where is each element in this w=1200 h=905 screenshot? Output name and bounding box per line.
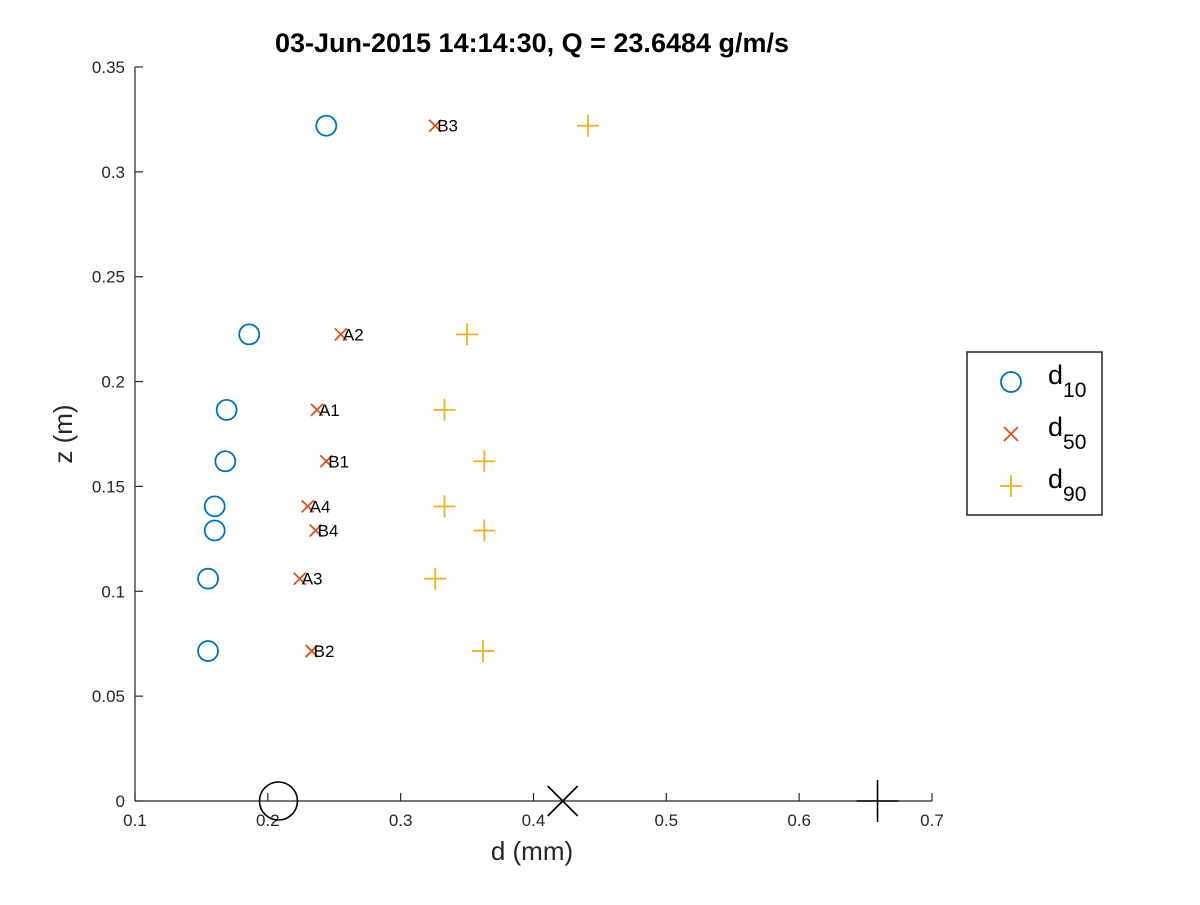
legend-label-main: d [1048, 360, 1063, 390]
d10-point [203, 519, 226, 542]
point-label: B4 [318, 521, 339, 540]
d90-point [433, 398, 456, 421]
axes [134, 67, 932, 802]
d10-point [197, 567, 219, 590]
x-tick-label: 0.5 [655, 811, 679, 830]
x-tick-label: 0.1 [123, 811, 147, 830]
legend-label-d90: d90 [1048, 464, 1086, 506]
point-label: B2 [314, 642, 335, 661]
y-tick-label: 0.15 [92, 477, 125, 496]
y-axis-label: z (m) [48, 404, 78, 463]
d10-summary-marker [258, 781, 299, 821]
legend-label-main: d [1048, 464, 1063, 494]
d10-point [214, 450, 237, 473]
d10-point [238, 323, 261, 346]
d10-point [215, 398, 238, 421]
d90-point [424, 567, 447, 590]
data-marks [197, 114, 599, 663]
legend-label-d10: d10 [1048, 360, 1086, 402]
point-label: A4 [310, 497, 331, 516]
point-label: B3 [437, 117, 458, 136]
y-tick-label: 0.35 [92, 58, 125, 77]
d50-point [334, 327, 348, 342]
legend-marker-d50 [1003, 426, 1019, 442]
d90-point [433, 495, 456, 518]
x-tick-label: 0.6 [787, 811, 811, 830]
y-tick-label: 0.2 [101, 373, 125, 392]
legend-label-subscript: 50 [1063, 431, 1086, 454]
chart-title: 03-Jun-2015 14:14:30, Q = 23.6484 g/m/s [275, 28, 789, 58]
d90-point [473, 450, 496, 473]
legend-marker-d90 [1000, 475, 1022, 497]
y-tick-label: 0.3 [101, 163, 125, 182]
y-tick-label: 0.05 [92, 687, 125, 706]
legend-label-main: d [1048, 412, 1063, 442]
x-tick-label: 0.7 [920, 811, 944, 830]
d90-point [472, 640, 495, 663]
d90-summary-marker [856, 780, 899, 822]
summary-markers [258, 780, 899, 822]
d50-point [319, 454, 333, 468]
legend-label-subscript: 10 [1063, 379, 1086, 402]
x-tick-label: 0.3 [389, 811, 413, 830]
legend-box [966, 351, 1103, 516]
y-tick-label: 0.25 [92, 268, 125, 287]
legend-marker-d10 [1000, 371, 1022, 393]
point-labels: B3 A2 A1 B1 A4 B4 A3 B2 [302, 117, 458, 661]
legend-label-d50: d50 [1048, 412, 1086, 454]
y-tick-label: 0.1 [101, 582, 125, 601]
legend-label-subscript: 90 [1063, 483, 1086, 506]
x-tick-label: 0.2 [256, 811, 280, 830]
x-tick-label: 0.4 [522, 811, 546, 830]
point-label: B1 [328, 452, 349, 471]
axis-ticks: 0.1 0.2 0.3 0.4 0.5 0.6 0.7 0 0.05 0.1 0.15 0.2 0.25… [92, 58, 944, 830]
d90-point [576, 114, 599, 137]
point-label: A1 [319, 401, 340, 420]
d50-summary-marker [547, 785, 579, 817]
point-label: A2 [343, 325, 364, 344]
d50-point [428, 119, 442, 133]
y-tick-label: 0 [116, 792, 125, 811]
d50-point [309, 523, 323, 538]
x-axis-label: d (mm) [491, 836, 573, 866]
d10-point [203, 495, 226, 518]
d10-point [315, 114, 338, 137]
point-label: A3 [302, 570, 323, 589]
d10-point [197, 640, 219, 662]
d50-point [293, 572, 307, 586]
d50-point [310, 403, 324, 417]
d90-point [473, 519, 496, 542]
d50-point [301, 499, 315, 513]
d50-point [305, 644, 319, 658]
d90-point [456, 323, 479, 346]
